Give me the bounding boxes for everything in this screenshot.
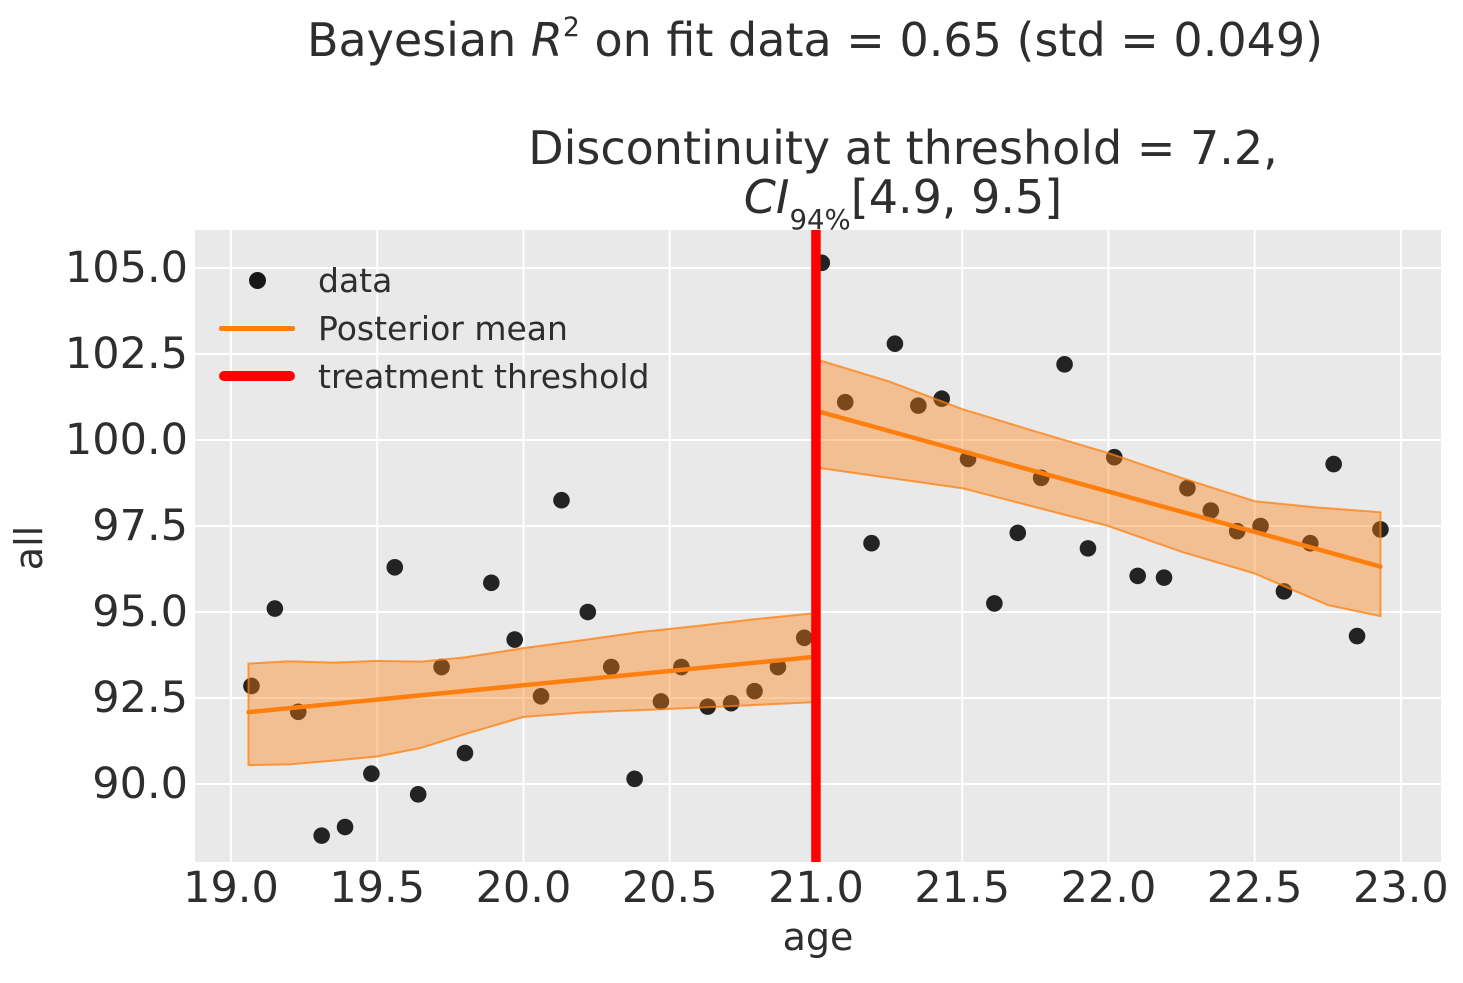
legend-label-treatment-threshold: treatment threshold [318,356,650,396]
data-point [336,818,354,836]
data-marker-icon [217,271,297,289]
legend-label-data: data [318,260,393,300]
y-tick-label: 90.0 [92,759,188,809]
legend-item-data: data [217,256,649,304]
data-point [986,595,1003,612]
data-point [910,397,927,414]
data-point [1079,540,1097,557]
x-tick-label: 23.0 [1353,863,1449,913]
data-point [433,658,450,676]
legend-item-posterior-mean: Posterior mean [217,304,649,352]
data-point [1155,569,1173,586]
data-point [579,603,597,621]
axes-title-line2: CI94%[4.9, 9.5] [528,173,1278,238]
data-point [1325,455,1342,473]
data-point [266,600,284,617]
x-tick-label: 21.0 [768,863,864,913]
figure-title: Bayesian R2 on fit data = 0.65 (std = 0.… [306,11,1324,67]
figure-title-exponent: 2 [562,11,580,43]
y-tick-label: 105.0 [64,243,188,293]
x-axis-label: age [782,915,854,959]
figure-title-r: R [530,13,563,67]
treatment-threshold-line-icon [217,371,297,381]
posterior-mean-line-icon [217,325,297,331]
data-point [456,744,474,762]
legend-label-posterior-mean: Posterior mean [318,308,568,348]
axes-title-line1: Discontinuity at threshold = 7.2, [528,121,1278,175]
data-point [1129,567,1146,585]
legend: data Posterior mean treatment threshold [217,256,649,400]
x-tick-label: 19.0 [183,863,279,913]
ci-interval: [4.9, 9.5] [850,170,1063,224]
y-tick-label: 102.5 [64,329,188,379]
ci-subscript: 94% [789,203,851,237]
data-point [602,658,620,676]
ci-symbol: CI [743,170,790,224]
x-tick-label: 21.5 [914,863,1011,913]
data-point [386,558,404,576]
data-point [313,827,330,844]
posterior-mean-line-left [246,654,819,715]
data-point [1009,524,1027,542]
data-point [746,682,763,700]
data-point [409,786,427,803]
data-point [626,770,643,788]
data-point [532,687,550,705]
x-tick-label: 22.5 [1206,863,1303,913]
data-point [363,765,380,782]
x-tick-label: 20.5 [621,863,718,913]
data-point [886,335,904,352]
data-point [553,491,570,509]
figure-title-suffix: on fit data = 0.65 (std = 0.049) [579,13,1324,67]
y-tick-label: 92.5 [92,673,188,723]
y-tick-label: 97.5 [92,501,188,551]
x-tick-label: 20.0 [475,863,572,913]
data-point [482,574,500,592]
y-tick-label: 95.0 [92,587,188,637]
data-point [506,631,523,648]
data-point [1202,502,1220,519]
data-point [652,693,670,710]
data-point [1348,627,1366,645]
posterior-mean-line-right [813,408,1383,569]
data-point [722,694,740,712]
figure-title-text: Bayesian [306,13,531,67]
data-point [1179,479,1196,497]
x-tick-label: 19.5 [329,863,426,913]
data-point [863,534,880,552]
x-tick-label: 22.0 [1060,863,1157,913]
data-point [836,393,854,411]
legend-item-treatment-threshold: treatment threshold [217,352,649,400]
axes-title: Discontinuity at threshold = 7.2, CI94%[… [528,124,1278,238]
data-point [243,677,260,695]
y-tick-label: 100.0 [64,415,188,465]
data-point [1056,356,1073,373]
data-point [795,629,813,647]
